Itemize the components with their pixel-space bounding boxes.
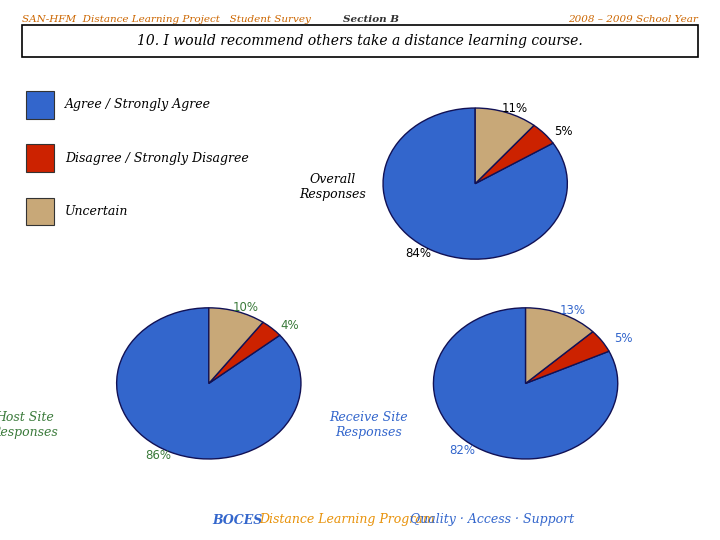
- Text: BOCES: BOCES: [212, 514, 263, 526]
- Text: Disagree / Strongly Disagree: Disagree / Strongly Disagree: [65, 152, 248, 165]
- Wedge shape: [383, 108, 567, 259]
- Wedge shape: [209, 308, 263, 383]
- Text: Agree / Strongly Agree: Agree / Strongly Agree: [65, 98, 211, 111]
- Text: 82%: 82%: [449, 444, 475, 457]
- Text: 11%: 11%: [502, 103, 528, 116]
- Text: 5%: 5%: [614, 332, 632, 345]
- FancyBboxPatch shape: [26, 144, 54, 172]
- Text: 10%: 10%: [233, 301, 258, 314]
- Wedge shape: [526, 332, 609, 383]
- Text: 2008 – 2009 School Year: 2008 – 2009 School Year: [569, 15, 698, 24]
- Text: Overall
Responses: Overall Responses: [299, 173, 366, 201]
- Text: 4%: 4%: [280, 319, 299, 332]
- Wedge shape: [475, 125, 553, 184]
- Text: 5%: 5%: [554, 125, 573, 138]
- Text: Uncertain: Uncertain: [65, 205, 128, 218]
- FancyBboxPatch shape: [22, 25, 698, 57]
- Text: Distance Learning Program: Distance Learning Program: [259, 514, 435, 526]
- Text: 13%: 13%: [559, 304, 585, 317]
- Text: SAN-HFM  Distance Learning Project   Student Survey: SAN-HFM Distance Learning Project Studen…: [22, 15, 310, 24]
- Text: Receive Site
Responses: Receive Site Responses: [330, 411, 408, 439]
- Text: Quality · Access · Support: Quality · Access · Support: [410, 514, 575, 526]
- Wedge shape: [526, 308, 593, 383]
- Text: Host Site
Responses: Host Site Responses: [0, 411, 58, 439]
- Text: Section B: Section B: [343, 15, 399, 24]
- FancyBboxPatch shape: [26, 198, 54, 226]
- Wedge shape: [117, 308, 301, 459]
- Text: 10. I would recommend others take a distance learning course.: 10. I would recommend others take a dist…: [137, 34, 583, 48]
- Wedge shape: [475, 108, 534, 184]
- FancyBboxPatch shape: [26, 91, 54, 118]
- Wedge shape: [433, 308, 618, 459]
- Text: 86%: 86%: [145, 449, 171, 462]
- Wedge shape: [209, 322, 280, 383]
- Text: 84%: 84%: [405, 247, 431, 260]
